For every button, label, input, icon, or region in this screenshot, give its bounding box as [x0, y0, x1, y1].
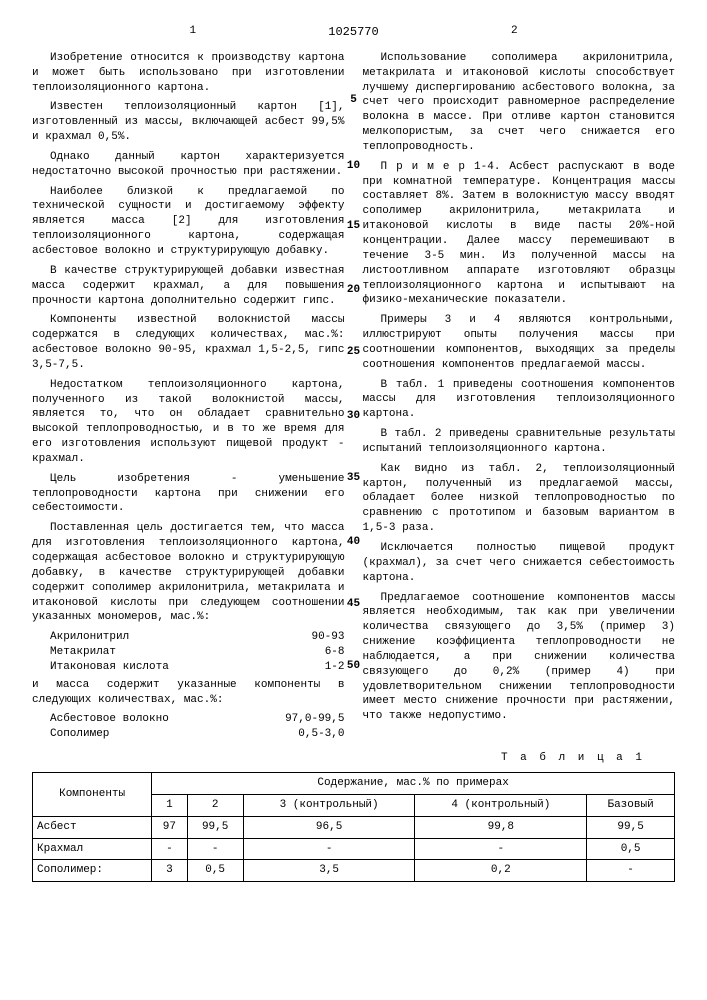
body-text: Компоненты известной волокнистой массы с… [32, 313, 345, 372]
data-table: Компоненты Содержание, мас.% по примерах… [32, 772, 675, 882]
table-cell: 99,5 [587, 816, 675, 838]
body-text: Наиболее близкой к предлагаемой по техни… [32, 185, 345, 259]
table-cell: 3 [152, 860, 187, 882]
table-cell: Сополимер: [33, 860, 152, 882]
component-list: Акрилонитрил 90-93 Метакрилат 6-8 Итаконов… [50, 630, 345, 675]
line-numbers: 10 [347, 159, 360, 174]
body-text: В табл. 1 приведены соотношения компонен… [363, 378, 676, 423]
line-numbers: 45 [347, 597, 360, 612]
table-cell: 0,5 [587, 838, 675, 860]
table-row: Крахмал----0,5 [33, 838, 675, 860]
body-text: В качестве структурирующей добавки извес… [32, 264, 345, 309]
comp-val: 6-8 [325, 645, 345, 660]
body-text: Исключается полностью пищевой продукт (к… [363, 541, 676, 586]
body-text: Предлагаемое соотношение компонентов мас… [363, 591, 676, 725]
body-text: Поставленная цель достигается тем, что м… [32, 521, 345, 625]
body-text: Известен теплоизоляционный картон [1], и… [32, 100, 345, 145]
line-numbers: 40 [347, 535, 360, 550]
line-numbers: 5 [350, 93, 357, 108]
table-cell: Асбест [33, 816, 152, 838]
body-text: и масса содержит указанные компоненты в … [32, 678, 345, 708]
line-numbers: 50 [347, 659, 360, 674]
line-numbers: 35 [347, 471, 360, 486]
line-numbers: 15 [347, 219, 360, 234]
comp-name: Сополимер [50, 727, 109, 742]
table-header: 2 [187, 794, 243, 816]
body-text: Недостатком теплоизоляционного картона, … [32, 378, 345, 467]
comp-name: Метакрилат [50, 645, 116, 660]
table-cell: - [243, 838, 415, 860]
table-cell: 99,5 [187, 816, 243, 838]
table-cell: - [415, 838, 587, 860]
table-row: Сополимер:30,53,50,2- [33, 860, 675, 882]
column-right: Использование сополимера акрилонитрила, … [363, 51, 676, 745]
table-header: Базовый [587, 794, 675, 816]
body-text: Использование сополимера акрилонитрила, … [363, 51, 676, 155]
body-text: В табл. 2 приведены сравнительные резуль… [363, 427, 676, 457]
line-numbers: 30 [347, 409, 360, 424]
table-cell: 0,5 [187, 860, 243, 882]
table-cell: 97 [152, 816, 187, 838]
table-cell: Крахмал [33, 838, 152, 860]
line-numbers: 25 [347, 345, 360, 360]
table-header: 1 [152, 794, 187, 816]
body-text: Примеры 3 и 4 являются контрольными, илл… [363, 313, 676, 372]
table-header: Компоненты [33, 772, 152, 816]
table-cell: 99,8 [415, 816, 587, 838]
body-text: Цель изобретения - уменьшение теплопрово… [32, 472, 345, 517]
comp-name: Акрилонитрил [50, 630, 129, 645]
comp-name: Итаконовая кислота [50, 660, 169, 675]
table-header: 3 (контрольный) [243, 794, 415, 816]
comp-val: 0,5-3,0 [298, 727, 344, 742]
body-text: Как видно из табл. 2, теплоизоляционный … [363, 462, 676, 536]
patent-number: 1025770 [32, 24, 675, 40]
table-cell: 3,5 [243, 860, 415, 882]
table-title: Т а б л и ц а 1 [32, 751, 645, 766]
comp-name: Асбестовое волокно [50, 712, 169, 727]
table-cell: 96,5 [243, 816, 415, 838]
body-text: П р и м е р 1-4. Асбест распускают в вод… [363, 160, 676, 308]
line-numbers: 20 [347, 283, 360, 298]
table-cell: 0,2 [415, 860, 587, 882]
body-text: Изобретение относится к производству кар… [32, 51, 345, 96]
table-cell: - [152, 838, 187, 860]
table-row: Асбест9799,596,599,899,5 [33, 816, 675, 838]
column-left: Изобретение относится к производству кар… [32, 51, 345, 745]
table-cell: - [187, 838, 243, 860]
body-text: Однако данный картон характеризуется нед… [32, 150, 345, 180]
comp-val: 97,0-99,5 [285, 712, 344, 727]
comp-val: 90-93 [311, 630, 344, 645]
page-header: 1 1025770 2 [32, 24, 675, 39]
table-header: 4 (контрольный) [415, 794, 587, 816]
component-list: Асбестовое волокно 97,0-99,5 Сополимер 0,5… [50, 712, 345, 742]
comp-val: 1-2 [325, 660, 345, 675]
table-cell: - [587, 860, 675, 882]
table-header: Содержание, мас.% по примерах [152, 772, 675, 794]
